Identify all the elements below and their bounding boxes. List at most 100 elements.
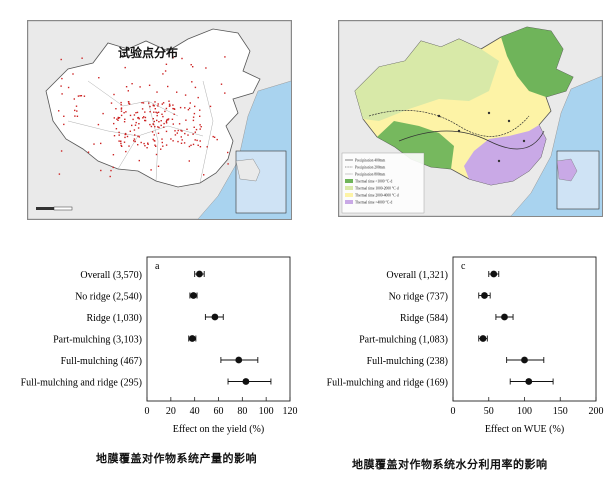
trial-site-point [113, 122, 115, 125]
chart-wue-caption: 地膜覆盖对作物系统水分利用率的影响 [352, 458, 548, 471]
trial-site-point [138, 118, 140, 120]
trial-site-point [153, 134, 155, 136]
trial-site-point [179, 106, 182, 109]
trial-site-point [199, 128, 201, 130]
trial-site-point [165, 130, 168, 133]
trial-site-point [168, 105, 171, 107]
trial-site-point [183, 142, 186, 144]
trial-site-point [160, 120, 162, 122]
trial-site-point [172, 56, 174, 59]
category-label: Full-mulching (238) [367, 356, 448, 367]
trial-site-point [172, 140, 174, 142]
trial-site-point [134, 134, 136, 136]
trial-site-point [125, 150, 127, 153]
trial-site-point [190, 64, 192, 66]
trial-site-point [195, 128, 198, 131]
trial-site-point [138, 123, 140, 125]
trial-site-point [156, 91, 158, 93]
trial-site-point [75, 105, 78, 107]
trial-site-point [144, 116, 147, 119]
trial-site-point [181, 139, 183, 141]
trial-site-point [136, 111, 139, 114]
trial-site-point [216, 138, 218, 141]
trial-site-point [61, 77, 63, 80]
trial-site-point [137, 144, 139, 146]
trial-site-point [142, 117, 144, 119]
effect-point [211, 313, 219, 321]
trial-site-point [181, 130, 183, 132]
trial-site-point [154, 108, 156, 110]
category-label: Overall (1,321) [386, 270, 448, 281]
legend-label: Thermal time 2000-4000 °C·d [355, 194, 399, 198]
trial-site-point [177, 129, 179, 132]
trial-site-point [192, 116, 195, 118]
legend-label: Thermal time >4000 °C·d [355, 201, 393, 205]
effect-point [188, 335, 196, 342]
trial-site-point [61, 93, 63, 95]
trial-site-point [80, 95, 83, 97]
category-label: Ridge (584) [400, 313, 448, 324]
city-markers [437, 111, 526, 163]
category-label: Full-mulching and ridge (295) [21, 378, 142, 389]
category-label: Overall (3,570) [80, 270, 142, 281]
trial-site-point [74, 115, 76, 117]
trial-site-point [188, 160, 190, 162]
trial-site-point [165, 107, 168, 110]
trial-site-point [142, 102, 145, 104]
trial-site-point [154, 101, 156, 103]
trial-site-point [120, 101, 122, 104]
trial-site-point [58, 110, 60, 112]
category-label: No ridge (737) [389, 292, 448, 303]
trial-site-point [180, 136, 182, 138]
trial-site-point [124, 136, 126, 139]
trial-site-point [227, 163, 229, 165]
zone-cold-plateau [377, 121, 454, 169]
effect-point [235, 356, 243, 364]
trial-site-point [67, 86, 70, 89]
trial-site-point [160, 148, 162, 150]
x-tick-label: 60 [214, 406, 224, 417]
trial-site-point [213, 136, 216, 138]
x-tick-label: 50 [484, 406, 494, 417]
trial-site-point [76, 115, 79, 117]
map-legend-box [341, 152, 425, 214]
trial-site-point [212, 135, 214, 138]
trial-site-point [152, 123, 154, 125]
trial-site-point [152, 104, 155, 107]
x-tick-label: 0 [145, 406, 150, 417]
trial-site-point [113, 135, 116, 137]
trial-site-point [172, 107, 174, 110]
trial-site-point [160, 124, 162, 127]
panel-label: a [155, 261, 160, 272]
trial-site-point [185, 119, 187, 121]
trial-site-point [194, 86, 197, 89]
x-tick-label: 200 [589, 406, 604, 417]
x-tick-label: 150 [553, 406, 568, 417]
trial-site-point [192, 66, 194, 68]
trial-site-point [161, 113, 163, 115]
trial-site-point [162, 102, 165, 104]
trial-site-point [137, 117, 139, 119]
trial-site-point [121, 145, 123, 147]
plot-frame [452, 256, 597, 402]
effect-point [525, 378, 533, 385]
trial-site-point [178, 123, 181, 125]
trial-site-point [163, 126, 165, 128]
x-axis-label: Effect on the yield (%) [173, 424, 264, 435]
trial-site-point [120, 108, 123, 110]
trial-site-point [144, 145, 146, 147]
trial-site-point [162, 145, 164, 147]
trial-site-point [192, 119, 195, 122]
trial-site-point [74, 109, 76, 112]
trial-site-point [197, 144, 199, 146]
trial-site-point [188, 145, 191, 148]
trial-site-point [109, 175, 111, 178]
trial-site-point [166, 119, 168, 121]
trial-site-point [128, 101, 130, 103]
trial-site-point [140, 141, 142, 144]
x-axis-label: Effect on WUE (%) [485, 424, 564, 435]
trial-site-point [192, 143, 195, 146]
trial-site-point [224, 56, 226, 58]
trial-site-point [165, 120, 168, 123]
trial-site-point [199, 146, 202, 148]
